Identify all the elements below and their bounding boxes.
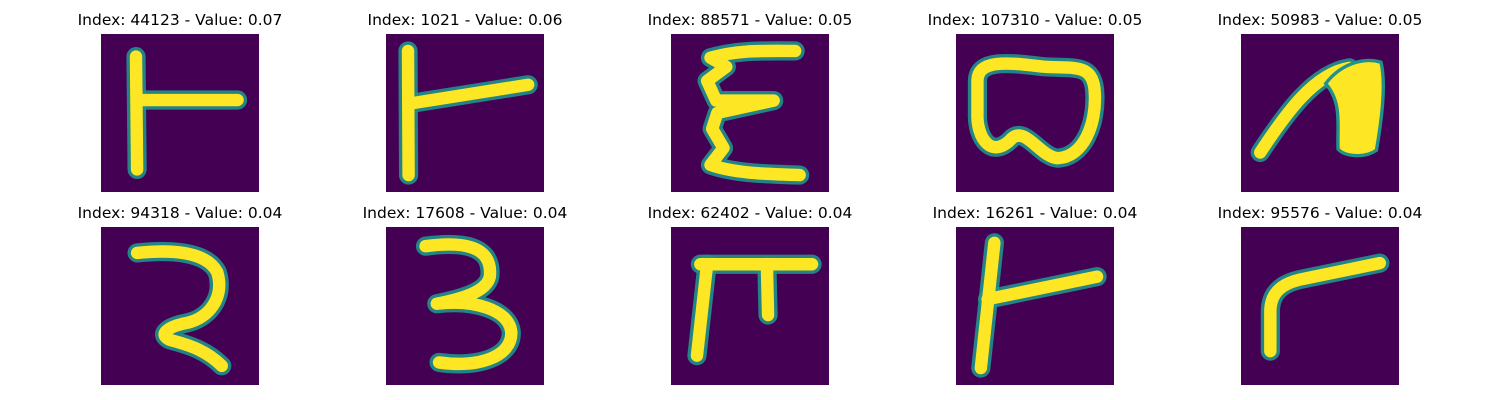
panel-title: Index: 44123 - Value: 0.07 — [77, 11, 283, 29]
glyph-svg — [1241, 34, 1399, 192]
panel-8: Index: 62402 - Value: 0.04 — [620, 203, 880, 393]
handwritten-glyph-image — [956, 34, 1114, 192]
panel-3: Index: 88571 - Value: 0.05 — [620, 10, 880, 200]
panel-7: Index: 17608 - Value: 0.04 — [335, 203, 595, 393]
glyph-svg — [671, 34, 829, 192]
glyph-svg — [386, 227, 544, 385]
panel-5: Index: 50983 - Value: 0.05 — [1190, 10, 1450, 200]
panel-10: Index: 95576 - Value: 0.04 — [1190, 203, 1450, 393]
panel-title: Index: 88571 - Value: 0.05 — [647, 11, 853, 29]
handwritten-glyph-image — [101, 34, 259, 192]
panel-title: Index: 1021 - Value: 0.06 — [367, 11, 563, 29]
panel-title: Index: 107310 - Value: 0.05 — [927, 11, 1143, 29]
handwritten-glyph-image — [1241, 34, 1399, 192]
panel-title: Index: 50983 - Value: 0.05 — [1217, 11, 1423, 29]
panel-title: Index: 62402 - Value: 0.04 — [647, 204, 853, 222]
panel-4: Index: 107310 - Value: 0.05 — [905, 10, 1165, 200]
handwritten-glyph-image — [671, 227, 829, 385]
panel-6: Index: 94318 - Value: 0.04 — [50, 203, 310, 393]
panel-title: Index: 16261 - Value: 0.04 — [932, 204, 1138, 222]
glyph-svg — [386, 34, 544, 192]
handwritten-glyph-image — [671, 34, 829, 192]
panel-2: Index: 1021 - Value: 0.06 — [335, 10, 595, 200]
handwritten-glyph-image — [1241, 227, 1399, 385]
panel-title: Index: 17608 - Value: 0.04 — [362, 204, 568, 222]
handwritten-glyph-image — [956, 227, 1114, 385]
handwritten-glyph-image — [386, 34, 544, 192]
glyph-svg — [101, 227, 259, 385]
panel-9: Index: 16261 - Value: 0.04 — [905, 203, 1165, 393]
handwritten-glyph-image — [101, 227, 259, 385]
glyph-svg — [101, 34, 259, 192]
panel-title: Index: 94318 - Value: 0.04 — [77, 204, 283, 222]
glyph-svg — [956, 227, 1114, 385]
glyph-svg — [1241, 227, 1399, 385]
panel-title: Index: 95576 - Value: 0.04 — [1217, 204, 1423, 222]
glyph-svg — [671, 227, 829, 385]
glyph-svg — [956, 34, 1114, 192]
handwritten-glyph-image — [386, 227, 544, 385]
panel-1: Index: 44123 - Value: 0.07 — [50, 10, 310, 200]
